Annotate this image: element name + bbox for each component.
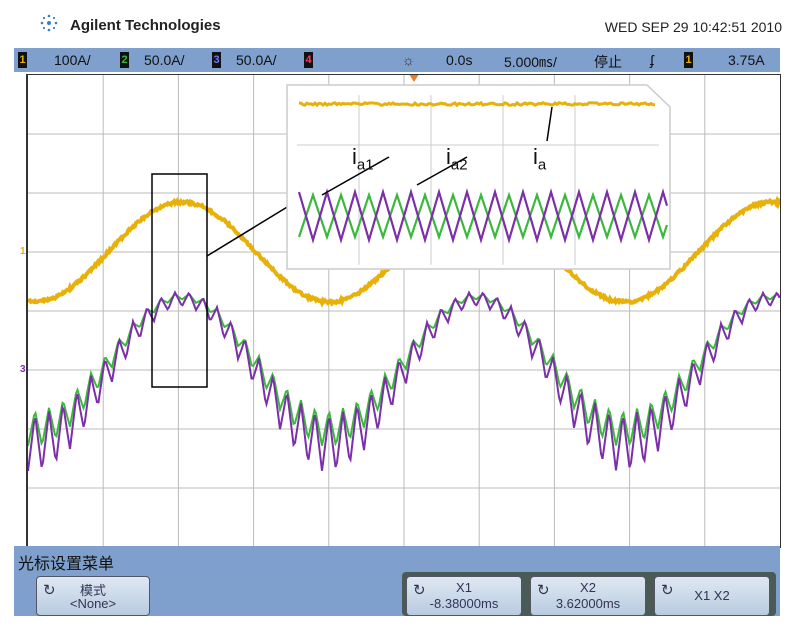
trigger-position-marker <box>409 75 419 82</box>
x2-button[interactable]: ↻ X2 3.62000ms <box>530 576 646 616</box>
ch2-indicator[interactable]: 2 <box>120 52 129 68</box>
inset-panel <box>287 85 670 269</box>
ch1-scale: 100A/ <box>54 52 91 68</box>
run-state: 停止 <box>594 52 622 72</box>
ch1-ground-marker[interactable]: 1 <box>20 246 26 257</box>
x1-button[interactable]: ↻ X1 -8.38000ms <box>406 576 522 616</box>
ch2-scale: 50.0A/ <box>144 52 184 68</box>
trigger-slope-icon: ʄ <box>650 52 654 68</box>
trigger-level: 3.75A <box>728 52 765 68</box>
timebase: 5.000㎳/ <box>504 52 557 72</box>
waveform-canvas <box>28 75 780 547</box>
ch1-indicator[interactable]: 1 <box>18 52 27 68</box>
cursor-menu: 光标设置菜单 ↻ 模式 <None> ↻ X1 -8.38000ms ↻ X2 3.6200… <box>14 546 780 616</box>
agilent-logo-icon <box>38 12 60 34</box>
delay: 0.0s <box>446 52 472 68</box>
waveform-display[interactable] <box>26 74 781 548</box>
status-bar: 1 100A/ 2 50.0A/ 3 50.0A/ 4 ☼ 0.0s 5.000… <box>14 48 780 72</box>
ch3-scale: 50.0A/ <box>236 52 276 68</box>
label-ia: ia <box>533 144 546 173</box>
trigger-source: 1 <box>684 52 693 68</box>
label-ia2: ia2 <box>446 144 468 173</box>
brand-name: Agilent Technologies <box>70 17 221 34</box>
header: Agilent Technologies WED SEP 29 10:42:51… <box>0 0 800 44</box>
ch3-ground-marker[interactable]: 3 <box>20 364 26 375</box>
ch3-indicator[interactable]: 3 <box>212 52 221 68</box>
menu-title: 光标设置菜单 <box>18 550 114 574</box>
datetime: WED SEP 29 10:42:51 2010 <box>605 19 782 35</box>
x1x2-button[interactable]: ↻ X1 X2 <box>654 576 770 616</box>
ch4-indicator[interactable]: 4 <box>304 52 313 68</box>
label-ia1: ia1 <box>352 144 374 173</box>
run-control-icon: ☼ <box>402 52 415 68</box>
mode-button[interactable]: ↻ 模式 <None> <box>36 576 150 616</box>
